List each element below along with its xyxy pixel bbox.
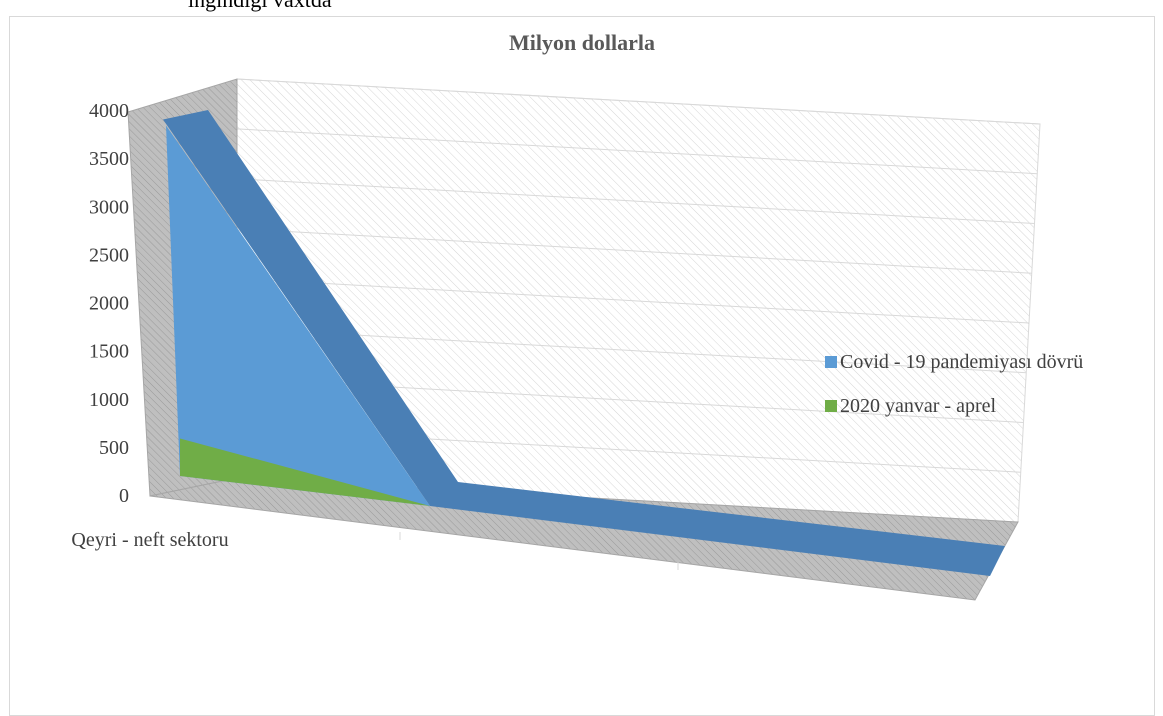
gridline-5 [236, 228, 1032, 274]
y-tick-label-6: 3000 [89, 196, 129, 218]
y-axis-ticks: 0 500 1000 1500 2000 2500 3000 3500 4000 [89, 100, 129, 507]
y-tick-label-3: 1500 [89, 341, 129, 363]
y-tick-label-7: 3500 [89, 148, 129, 170]
gridlines [236, 78, 1041, 473]
y-tick-label-0: 0 [119, 485, 129, 507]
series-layer [163, 110, 1005, 576]
gridline-3 [236, 327, 1027, 374]
gridline-6 [236, 178, 1035, 224]
x-tick-label-0: Qeyri - neft sektoru [71, 529, 228, 551]
gridline-4 [236, 278, 1030, 324]
x-axis-ticks: Qeyri - neft sektoru [71, 529, 679, 570]
y-tick-label-8: 4000 [89, 100, 129, 122]
gridline-8 [236, 78, 1041, 125]
y-tick-label-2: 1000 [89, 389, 129, 411]
legend-label-1: Covid - 19 pandemiyası dövrü [840, 351, 1083, 373]
series-1-ribbon [163, 110, 1005, 576]
legend-label-2: 2020 yanvar - aprel [840, 395, 996, 417]
legend-swatch-1 [825, 356, 837, 368]
series-1-area [166, 125, 430, 506]
y-tick-label-5: 2500 [89, 244, 129, 266]
top-cut-text-strip: ıngındığı vaxtda [0, 0, 1163, 16]
cut-off-heading-fragment: ıngındığı vaxtda [188, 0, 332, 13]
chart-title: Milyon dollarla [509, 30, 655, 55]
series-2-area [180, 438, 430, 506]
gridline-7 [236, 128, 1038, 175]
y-tick-label-4: 2000 [89, 293, 129, 315]
legend: Covid - 19 pandemiyası dövrü 2020 yanvar … [825, 351, 1083, 417]
y-tick-label-1: 500 [99, 437, 129, 459]
floor [149, 477, 1019, 601]
legend-swatch-2 [825, 400, 837, 412]
